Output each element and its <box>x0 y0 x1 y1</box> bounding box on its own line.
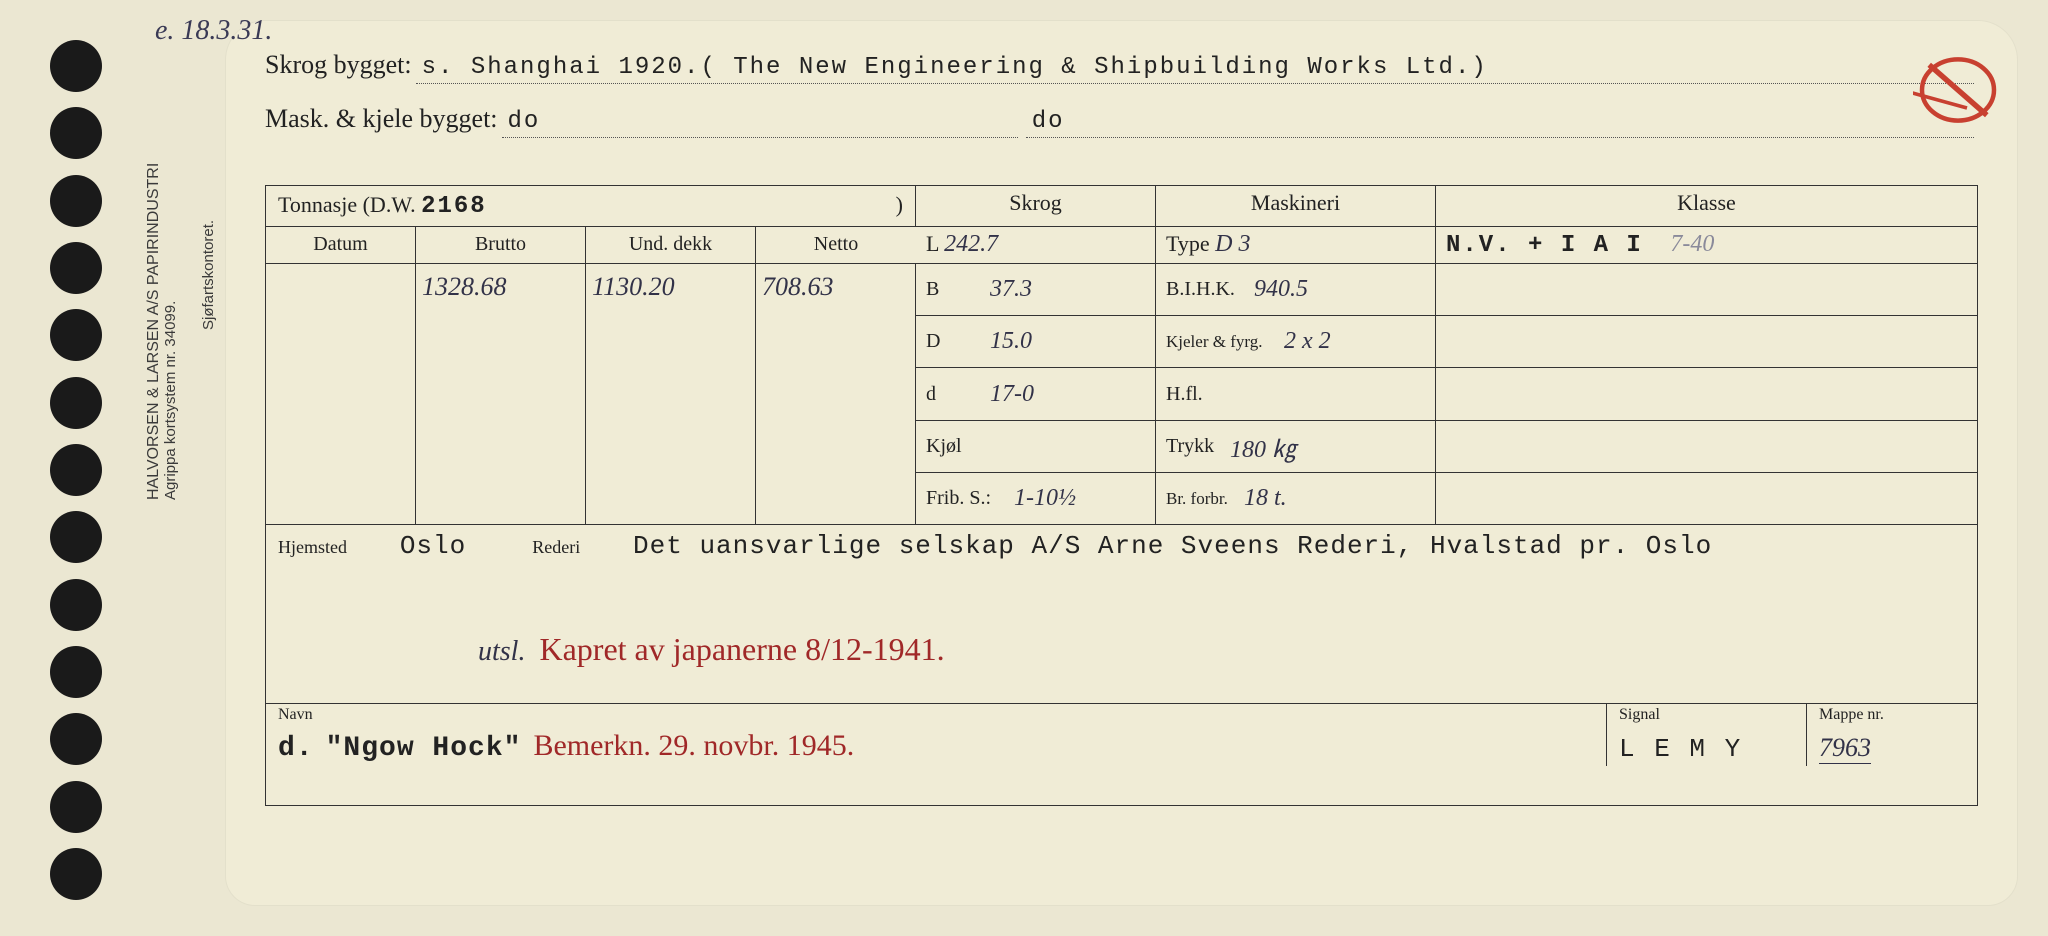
machinery-col-header: Maskineri <box>1156 186 1436 227</box>
bottom-row: Navn d. "Ngow Hock" Bemerkn. 29. novbr. … <box>266 704 1977 766</box>
hjemsted-value: Oslo <box>400 531 466 561</box>
rederi-value: Det uansvarlige selskap A/S Arne Sveens … <box>633 531 1712 561</box>
grid-header-row: Tonnasje (D.W. 2168 ) Skrog Maskineri Kl… <box>266 186 1977 227</box>
mask-type: Type D 3 <box>1156 227 1436 264</box>
engine-built-value-1: do <box>502 108 1018 138</box>
hull-built-value: s. Shanghai 1920.( The New Engineering &… <box>416 54 1974 84</box>
hjemsted-label: Hjemsted <box>278 537 347 557</box>
binder-holes <box>50 40 110 900</box>
netto-header: Netto <box>756 227 916 264</box>
netto-value: 708.63 <box>756 264 916 524</box>
class-col-header: Klasse <box>1436 186 1977 227</box>
machinery-column: B.I.H.K.940.5 Kjeler & fyrg.2 x 2 H.fl. … <box>1156 264 1436 524</box>
hull-dimensions-column: B37.3 D15.0 d17-0 Kjøl Frib. S.:1-10½ <box>916 264 1156 524</box>
top-handwritten-date: e. 18.3.31. <box>155 15 272 47</box>
tonnage-label: Tonnasje (D.W. <box>278 192 416 217</box>
skrog-L: L 242.7 <box>916 227 1156 264</box>
printer-credit-2: Agrippa kortsystem nr. 34099. <box>162 301 179 500</box>
index-card: e. 18.3.31. Skrog bygget: s. Shanghai 19… <box>225 20 2018 906</box>
brutto-value: 1328.68 <box>416 264 586 524</box>
tonnage-body: 1328.68 1130.20 708.63 <box>266 264 916 524</box>
name-prefix: d. <box>278 733 314 764</box>
klasse-value-cell: N.V. + I A I 7-40 <box>1436 227 1977 264</box>
hull-built-label: Skrog bygget: <box>265 50 412 80</box>
office-label: Sjøfartskontoret. <box>200 220 217 330</box>
folder-nr-cell: Mappe nr. 7963 <box>1807 704 1977 766</box>
tonnage-dw-value: 2168 <box>421 193 487 220</box>
und-dekk-value: 1130.20 <box>586 264 756 524</box>
hull-built-line: Skrog bygget: s. Shanghai 1920.( The New… <box>265 50 1978 84</box>
und-dekk-header: Und. dekk <box>586 227 756 264</box>
grid-body: 1328.68 1130.20 708.63 B37.3 D15.0 d17-0… <box>266 264 1977 524</box>
datum-header: Datum <box>266 227 416 264</box>
signal-cell: Signal L E M Y <box>1607 704 1807 766</box>
hull-col-header: Skrog <box>916 186 1156 227</box>
rederi-label: Rederi <box>532 537 580 557</box>
red-annotation: utsl. Kapret av japanerne 8/12-1941. <box>478 631 1965 668</box>
name-cell: Navn d. "Ngow Hock" Bemerkn. 29. novbr. … <box>266 704 1607 766</box>
datum-value <box>266 264 416 524</box>
data-grid: Tonnasje (D.W. 2168 ) Skrog Maskineri Kl… <box>265 185 1978 806</box>
ship-name: "Ngow Hock" <box>326 733 522 764</box>
brutto-header: Brutto <box>416 227 586 264</box>
tonnage-header: Tonnasje (D.W. 2168 ) <box>266 186 916 227</box>
printer-credit-1: HALVORSEN & LARSEN A/S PAPIRINDUSTRI <box>145 163 163 500</box>
signal-value: L E M Y <box>1619 734 1794 764</box>
red-cross-mark <box>1913 45 2003 135</box>
grid-subheader-row: Datum Brutto Und. dekk Netto L 242.7 Typ… <box>266 227 1977 264</box>
engine-built-value-2: do <box>1026 108 1974 138</box>
class-column <box>1436 264 1977 524</box>
home-port-row: Hjemsted Oslo Rederi Det uansvarlige sel… <box>266 524 1977 704</box>
engine-built-line: Mask. & kjele bygget: do do <box>265 104 1978 138</box>
folder-nr-value: 7963 <box>1819 733 1871 764</box>
engine-built-label: Mask. & kjele bygget: <box>265 104 498 134</box>
name-red-note: Bemerkn. 29. novbr. 1945. <box>533 729 854 763</box>
